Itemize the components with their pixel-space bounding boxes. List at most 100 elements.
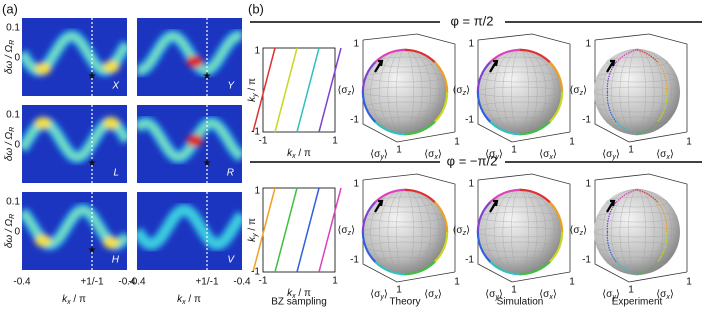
sphere-y-label-part: ⟨σ [602, 149, 613, 160]
bz-x-label-part: x [291, 153, 296, 160]
sphere-y-label-part: ⟩ [499, 149, 503, 160]
map-label: R [227, 168, 234, 179]
bz-frame [262, 47, 336, 133]
bz-line [296, 187, 320, 273]
sphere-tick: 1 [396, 145, 402, 156]
sphere-y-label-part: ⟩ [499, 289, 503, 300]
bz-y-label-part: / π [247, 218, 258, 233]
sphere-y-label-part: y [379, 294, 384, 301]
trajectory [636, 49, 659, 63]
trajectory [606, 91, 617, 123]
sphere-tick: -1 [582, 255, 591, 266]
x-tick-label: +1/-1 [80, 277, 104, 288]
sphere-z-label: ⟨σz⟩ [570, 85, 588, 98]
y-axis-label: δω / ΩR [4, 214, 17, 248]
trajectory [615, 121, 638, 135]
trajectory [476, 61, 492, 93]
sphere-y-label: ⟨σy⟩ [485, 149, 503, 162]
column-label: BZ sampling [271, 297, 327, 308]
sphere-plot [593, 33, 688, 143]
arrow [489, 199, 499, 213]
x-tick-label: -0.4 [128, 277, 146, 288]
sphere-z-label-part: z [347, 230, 352, 237]
y-axis-label-part: δω / Ω [4, 219, 15, 249]
sphere-x-label-part: ⟨σ [656, 289, 667, 300]
trajectory [374, 188, 406, 204]
sphere-tick: 1 [468, 39, 474, 50]
sphere-y-label-part: y [611, 154, 616, 161]
trajectory [374, 48, 406, 64]
sphere-grid [370, 48, 440, 136]
bz-y-label: ky / π [247, 78, 260, 102]
star: ★ [203, 71, 212, 82]
trajectory [404, 260, 436, 276]
sphere-x-label: ⟨σx⟩ [539, 149, 557, 162]
bz-y-label-part: y [252, 233, 259, 238]
sphere-z-label-part: ⟩ [351, 225, 355, 236]
sphere-tick: 1 [628, 145, 634, 156]
sphere-tick: 1 [396, 285, 402, 296]
map-label: Y [227, 81, 235, 92]
sphere-z-label: ⟨σz⟩ [453, 85, 471, 98]
sphere-grid [361, 226, 449, 238]
sphere-tick: -1 [350, 115, 359, 126]
sphere-tick: -1 [465, 255, 474, 266]
trajectory [361, 91, 377, 123]
x-tick-label: +1/-1 [195, 277, 219, 288]
arrow [606, 199, 616, 213]
trajectory [519, 188, 551, 204]
sphere-tick: 1 [353, 39, 359, 50]
trajectory [433, 61, 449, 93]
bz-line [274, 47, 298, 133]
sphere-x-label-part: ⟩ [553, 149, 557, 160]
sphere-x-label-part: x [665, 294, 670, 301]
sphere-y-label: ⟨σy⟩ [602, 149, 620, 162]
bz-line [318, 187, 342, 273]
trajectory [606, 61, 617, 93]
sphere-plot [361, 33, 456, 143]
heatmap-bg [22, 105, 127, 183]
heatmap: ★R [137, 105, 242, 183]
sphere-y-label-part: ⟨σ [370, 289, 381, 300]
y-tick-label: 0 [14, 53, 20, 64]
trajectory [519, 120, 551, 136]
sphere-z-label-part: ⟩ [466, 85, 470, 96]
bz-line [296, 47, 320, 133]
y-tick-label: 0 [14, 140, 20, 151]
sphere-grid [602, 188, 672, 276]
heatmap: V [137, 192, 242, 270]
sphere-tick: 1 [686, 137, 692, 148]
map-label: V [227, 255, 235, 266]
bz-x-label-part: / π [296, 148, 311, 159]
heatmap-hotspot [103, 60, 120, 73]
sphere-tick: 1 [628, 285, 634, 296]
y-axis-label-part: δω / Ω [4, 132, 15, 162]
y-tick-label: 0.1 [6, 23, 20, 34]
sphere-tick: 1 [585, 39, 591, 50]
trajectory [404, 120, 436, 136]
bz-line [318, 47, 342, 133]
trajectory [519, 260, 551, 276]
sphere-z-label-part: ⟩ [466, 225, 470, 236]
sphere-z-label: ⟨σz⟩ [338, 225, 356, 238]
bz-x-label-part: / π [296, 288, 311, 299]
sphere-z-label-part: ⟨σ [570, 85, 581, 96]
bz-tick: -1 [259, 136, 268, 147]
bz-tick: -1 [259, 276, 268, 287]
sphere-tick: 1 [454, 277, 460, 288]
sphere-x-label: ⟨σx⟩ [656, 149, 674, 162]
sphere-z-label-part: ⟩ [583, 85, 587, 96]
trajectory [433, 231, 449, 263]
sphere-plot [476, 33, 571, 143]
sphere-plot [476, 173, 571, 283]
y-axis-label-part: R [9, 40, 16, 45]
x-tick-label: -0.4 [233, 277, 251, 288]
trajectory [548, 201, 564, 233]
bz-y-label-part: k [247, 96, 258, 102]
sphere-grid [606, 256, 668, 268]
sphere-y-label: ⟨σy⟩ [602, 289, 620, 302]
bz-tick: 1 [254, 46, 260, 57]
sphere-z-label-part: ⟩ [583, 225, 587, 236]
star: ★ [203, 158, 212, 169]
sphere-x-label-part: x [665, 154, 670, 161]
